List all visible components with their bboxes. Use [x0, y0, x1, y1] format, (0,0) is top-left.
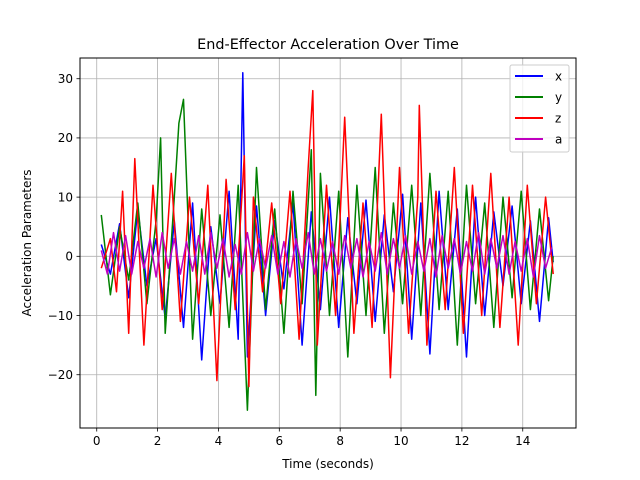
- y-tick-label: 20: [58, 131, 73, 145]
- series-lines: [100, 72, 554, 411]
- y-tick-label: −10: [48, 309, 73, 323]
- series-line-a: [100, 231, 553, 278]
- plot-frame: [79, 57, 577, 429]
- legend-label-z: z: [555, 111, 561, 125]
- x-tick-label: 12: [454, 434, 469, 448]
- x-tick-label: 4: [215, 434, 223, 448]
- y-tick-label: −20: [48, 368, 73, 382]
- x-tick-label: 8: [336, 434, 344, 448]
- chart-title: End-Effector Acceleration Over Time: [197, 37, 459, 53]
- x-tick-label: 10: [393, 434, 408, 448]
- legend-label-x: x: [555, 69, 562, 83]
- x-tick-label: 6: [275, 434, 283, 448]
- y-tick-label: 30: [58, 72, 73, 86]
- y-tick-label: 0: [65, 250, 73, 264]
- x-tick-label: 2: [154, 434, 162, 448]
- legend-label-y: y: [555, 90, 562, 104]
- series-line-y: [100, 98, 554, 411]
- legend-frame: [509, 64, 570, 153]
- axis-ticks: 0 2 4 6 8 10 12 14 −20 −10 0 10 20 30: [48, 72, 531, 448]
- x-axis-title: Time (seconds): [281, 457, 374, 471]
- y-axis-title: Acceleration Parameters: [20, 169, 34, 316]
- series-line-z: [100, 89, 554, 388]
- y-tick-label: 10: [58, 190, 73, 204]
- x-tick-label: 0: [93, 434, 101, 448]
- legend-label-a: a: [555, 132, 562, 146]
- x-tick-label: 14: [515, 434, 530, 448]
